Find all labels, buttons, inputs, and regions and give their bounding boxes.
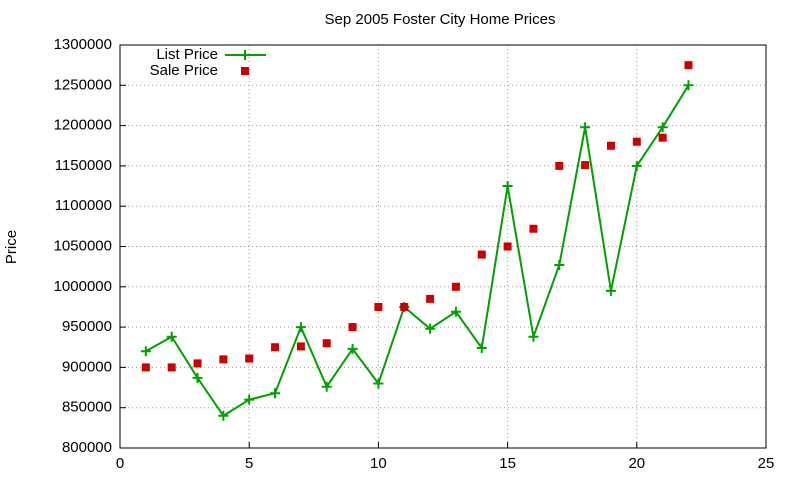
point [347, 343, 358, 354]
legend-swatch [240, 50, 250, 60]
point [348, 323, 357, 332]
y-tick-label: 850000 [62, 399, 112, 416]
x-tick-label: 0 [116, 455, 124, 472]
x-tick-label: 10 [370, 455, 387, 472]
y-tick-label: 1100000 [55, 197, 112, 214]
point [296, 342, 305, 351]
y-tick-label: 950000 [62, 318, 112, 335]
point [658, 133, 667, 142]
point [167, 363, 176, 372]
legend-label: List Price [156, 46, 218, 63]
point [606, 141, 615, 150]
point [373, 378, 384, 389]
point [193, 359, 202, 368]
y-tick-label: 1300000 [54, 36, 112, 53]
point [321, 381, 332, 392]
point [605, 285, 616, 296]
point [426, 294, 435, 303]
point [400, 302, 409, 311]
y-tick-label: 1000000 [54, 278, 112, 295]
point [219, 355, 228, 364]
point [374, 302, 383, 311]
y-tick-label: 800000 [62, 439, 112, 456]
series-line [145, 84, 690, 418]
point [192, 372, 203, 383]
point [632, 137, 641, 146]
point [657, 122, 668, 133]
point [684, 61, 693, 70]
x-tick-label: 25 [758, 455, 775, 472]
point [270, 388, 281, 399]
point [631, 160, 642, 171]
y-tick-label: 1250000 [54, 76, 112, 93]
x-tick-label: 5 [245, 455, 253, 472]
point [683, 80, 694, 91]
legend-label: Sale Price [150, 62, 218, 79]
point [295, 322, 306, 333]
point [322, 339, 331, 348]
point [554, 260, 565, 271]
y-tick-label: 900000 [62, 358, 112, 375]
point [580, 122, 591, 133]
y-tick-label: 1150000 [55, 157, 112, 174]
plot-frame [119, 44, 767, 449]
point [140, 346, 151, 357]
x-tick-label: 20 [628, 455, 645, 472]
point [425, 323, 436, 334]
legend-swatch [241, 67, 249, 75]
y-tick-label: 1200000 [54, 117, 112, 134]
point [245, 354, 254, 363]
point [218, 410, 229, 421]
point [271, 343, 280, 352]
point [477, 250, 486, 259]
y-axis-label: Price [3, 230, 20, 264]
point [528, 331, 539, 342]
point [244, 394, 255, 405]
point [166, 331, 177, 342]
point [502, 181, 513, 192]
chart-title: Sep 2005 Foster City Home Prices [325, 11, 556, 28]
point [141, 363, 150, 372]
point [476, 343, 487, 354]
x-tick-label: 15 [499, 455, 516, 472]
point [450, 306, 461, 317]
point [555, 161, 564, 170]
y-tick-label: 1050000 [54, 237, 112, 254]
point [503, 242, 512, 251]
point [451, 282, 460, 291]
point [581, 161, 590, 170]
point [529, 224, 538, 233]
